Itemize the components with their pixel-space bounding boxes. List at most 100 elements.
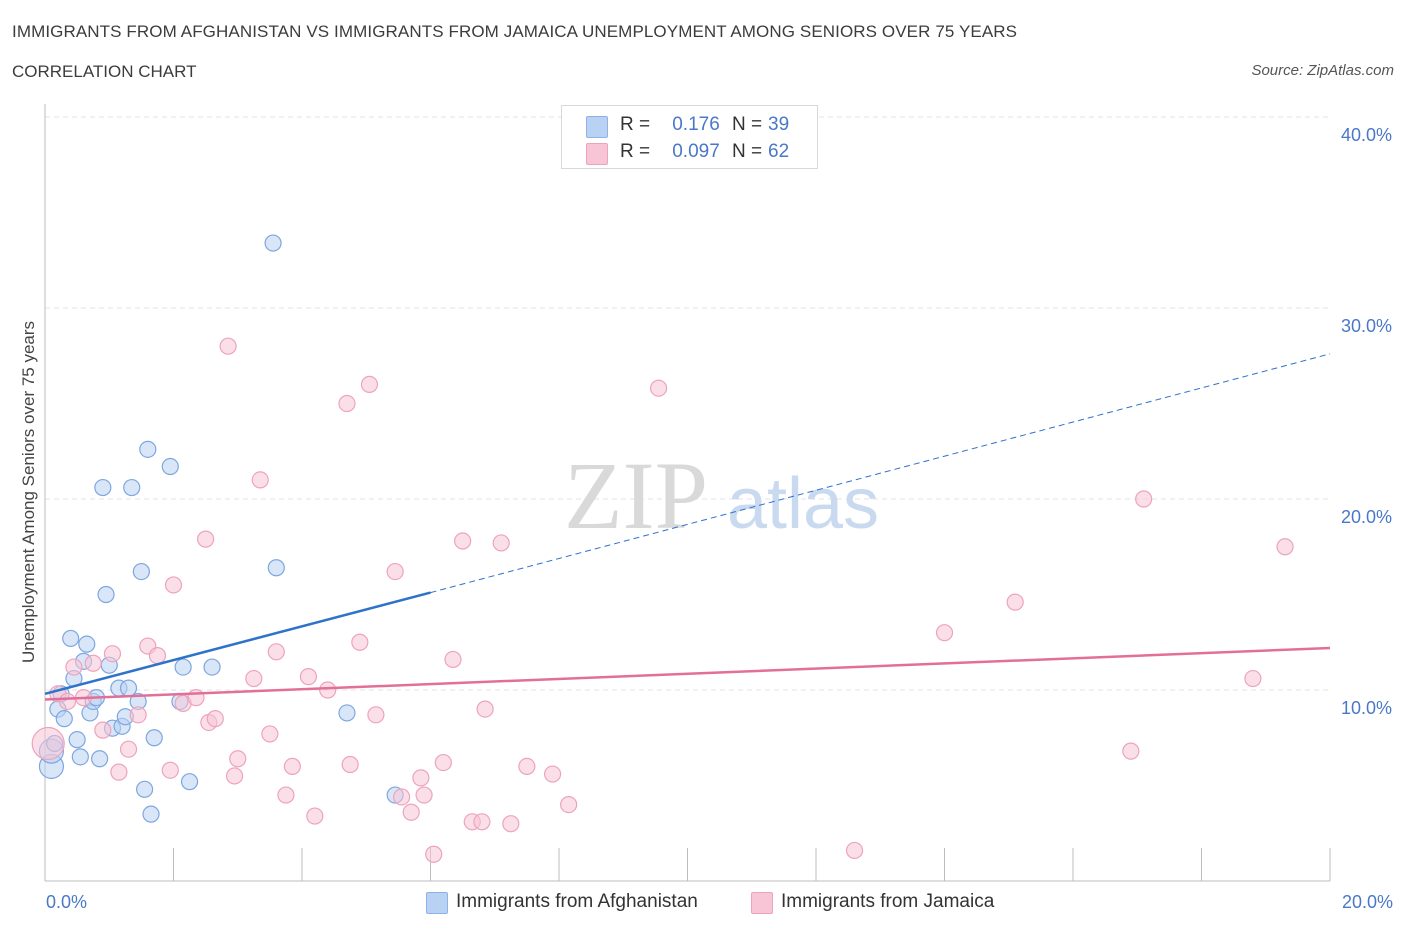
y-tick-label: 40.0% — [1341, 125, 1392, 145]
jamaica-point — [65, 658, 83, 676]
jamaica-point — [386, 562, 404, 581]
jamaica-point — [148, 647, 167, 665]
jamaica-point — [277, 786, 295, 804]
jamaica-point — [103, 645, 122, 663]
stats-row-jamaica: R = 0.097 N = 62 — [586, 141, 806, 165]
afghanistan-point — [135, 780, 154, 798]
jamaica-point — [261, 725, 279, 743]
jamaica-point — [84, 654, 102, 672]
source-label: Source: ZipAtlas.com — [1251, 62, 1394, 79]
jamaica-point — [94, 721, 112, 739]
jamaica-point — [245, 669, 263, 688]
jamaica-point — [58, 692, 77, 711]
jamaica-point — [119, 740, 138, 758]
r-value: 0.176 — [672, 114, 720, 135]
afghanistan-point — [139, 440, 157, 458]
jamaica-swatch — [586, 143, 608, 165]
jamaica-point — [267, 643, 285, 661]
jamaica-point — [845, 841, 864, 860]
watermark-zip: ZIP — [564, 442, 708, 549]
jamaica-point — [454, 532, 472, 550]
r-label: R = — [620, 141, 651, 162]
afghanistan-point — [78, 635, 96, 653]
afghanistan-point — [142, 805, 160, 823]
jamaica-point — [197, 530, 215, 548]
afghanistan-point — [94, 478, 112, 497]
afghanistan-point — [123, 478, 141, 497]
x-tick-label: 0.0% — [46, 892, 87, 912]
jamaica-point — [129, 706, 147, 724]
jamaica-point — [649, 379, 668, 397]
afghanistan-point — [338, 704, 356, 722]
jamaica-point — [110, 763, 128, 781]
jamaica-point — [31, 726, 65, 761]
jamaica-point — [251, 471, 269, 489]
jamaica-point — [560, 795, 578, 814]
y-tick-label: 10.0% — [1341, 698, 1392, 718]
stats-legend: R = 0.176 N = 39 R = 0.097 N = 62 — [561, 105, 818, 169]
jamaica-point — [206, 710, 224, 728]
jamaica-point — [299, 668, 318, 686]
jamaica-point — [492, 534, 510, 552]
afghanistan-point — [71, 748, 89, 766]
jamaica-point — [306, 807, 324, 825]
grid-lines — [45, 116, 1330, 691]
afghanistan-point — [119, 679, 138, 697]
jamaica-swatch — [751, 892, 773, 914]
jamaica-point — [415, 786, 433, 804]
n-label: N = — [732, 141, 763, 162]
jamaica-point — [351, 633, 369, 651]
chart-subtitle: CORRELATION CHART — [12, 62, 197, 81]
jamaica-point — [164, 576, 183, 594]
afghanistan-point — [62, 629, 80, 648]
afghanistan-point — [203, 658, 221, 676]
jamaica-point — [225, 767, 244, 785]
jamaica-point — [935, 624, 954, 642]
stats-row-afghanistan: R = 0.176 N = 39 — [586, 114, 806, 138]
jamaica-point — [502, 815, 520, 833]
jamaica-point — [1006, 593, 1024, 611]
afghanistan-point — [97, 585, 115, 604]
legend-label: Immigrants from Jamaica — [781, 891, 995, 912]
y-tick-label: 20.0% — [1341, 507, 1392, 527]
n-value: 62 — [768, 141, 790, 162]
jamaica-point — [283, 757, 301, 776]
jamaica-point — [444, 650, 462, 669]
n-value: 39 — [768, 114, 790, 135]
r-value: 0.097 — [672, 141, 720, 162]
afghanistan-point — [55, 710, 73, 728]
jamaica-point — [219, 337, 237, 355]
afghanistan-point — [91, 750, 109, 768]
y-tick-label: 30.0% — [1341, 316, 1392, 336]
afghanistan-trend-line — [44, 591, 431, 696]
trend-lines — [44, 353, 1331, 701]
legend-label: Immigrants from Afghanistan — [456, 891, 698, 912]
afghanistan-swatch — [426, 892, 448, 914]
afghanistan-point — [267, 559, 285, 577]
afghanistan-point — [161, 457, 179, 476]
jamaica-point — [402, 803, 420, 821]
jamaica-point — [1122, 742, 1140, 760]
jamaica-point — [360, 375, 379, 393]
jamaica-point — [341, 755, 359, 774]
data-points — [31, 234, 1294, 863]
afghanistan-trend-extension — [430, 353, 1331, 594]
jamaica-point — [425, 845, 443, 863]
afghanistan-point — [174, 658, 192, 676]
tick-labels: 10.0% 20.0% 30.0% 40.0% 0.0% 20.0% — [46, 125, 1393, 912]
jamaica-point — [229, 750, 247, 768]
jamaica-point — [338, 394, 356, 413]
afghanistan-point — [145, 729, 163, 747]
chart-title: IMMIGRANTS FROM AFGHANISTAN VS IMMIGRANT… — [12, 22, 1018, 41]
jamaica-point — [476, 700, 494, 718]
jamaica-point — [473, 813, 491, 831]
afghanistan-swatch — [586, 116, 608, 138]
jamaica-point — [412, 769, 430, 787]
y-axis-label: Unemployment Among Seniors over 75 years — [19, 321, 38, 663]
afghanistan-point — [180, 773, 199, 791]
jamaica-point — [392, 788, 411, 806]
n-label: N = — [732, 114, 763, 135]
afghanistan-point — [68, 731, 86, 749]
jamaica-point — [1276, 538, 1294, 556]
